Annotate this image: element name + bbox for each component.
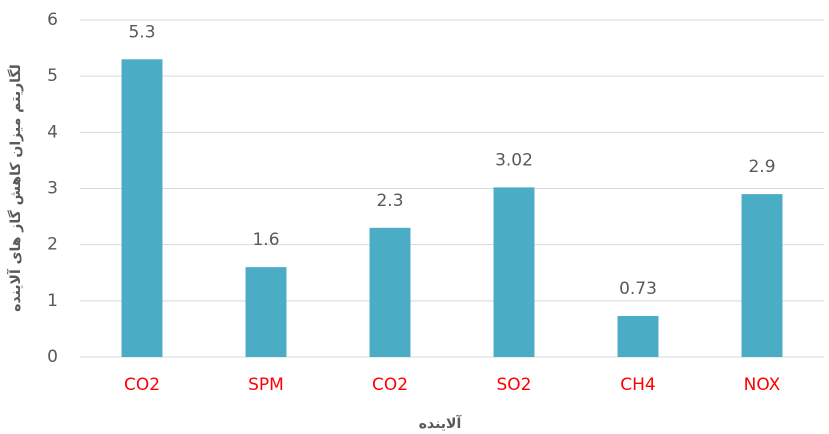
x-tick-label: CO2 bbox=[124, 375, 160, 395]
x-tick-label: SO2 bbox=[497, 375, 532, 395]
data-label: 3.02 bbox=[495, 150, 533, 170]
bar bbox=[121, 59, 163, 358]
bar bbox=[617, 315, 659, 357]
y-tick-label: 4 bbox=[47, 122, 58, 142]
y-tick-label: 3 bbox=[47, 179, 58, 199]
bar bbox=[741, 194, 783, 357]
y-axis-title: لگاریتم میزان کاهش گاز های آلاینده bbox=[6, 64, 24, 312]
bar bbox=[493, 187, 535, 357]
data-label: 2.3 bbox=[376, 191, 403, 211]
data-label: 0.73 bbox=[619, 279, 657, 299]
y-tick-label: 5 bbox=[47, 66, 58, 86]
y-tick-label: 1 bbox=[47, 291, 58, 311]
x-tick-label: SPM bbox=[248, 375, 284, 395]
data-label: 5.3 bbox=[128, 22, 155, 42]
data-label: 2.9 bbox=[748, 157, 775, 177]
x-axis-title: آلاینده bbox=[419, 414, 463, 432]
y-tick-label: 0 bbox=[47, 347, 58, 367]
y-tick-label: 2 bbox=[47, 235, 58, 255]
bar bbox=[369, 227, 411, 357]
x-tick-label: CH4 bbox=[620, 375, 655, 395]
bar bbox=[245, 267, 287, 357]
x-tick-label: CO2 bbox=[372, 375, 408, 395]
y-tick-label: 6 bbox=[47, 10, 58, 30]
x-tick-label: NOX bbox=[744, 375, 781, 395]
data-label: 1.6 bbox=[252, 230, 279, 250]
